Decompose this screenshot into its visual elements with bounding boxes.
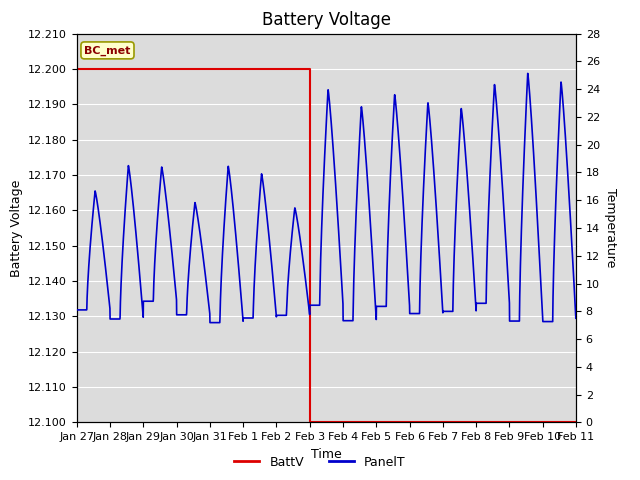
- Y-axis label: Battery Voltage: Battery Voltage: [10, 180, 22, 276]
- Text: BC_met: BC_met: [84, 45, 131, 56]
- Y-axis label: Temperature: Temperature: [604, 188, 616, 268]
- Legend: BattV, PanelT: BattV, PanelT: [229, 451, 411, 474]
- Title: Battery Voltage: Battery Voltage: [262, 11, 391, 29]
- X-axis label: Time: Time: [311, 448, 342, 461]
